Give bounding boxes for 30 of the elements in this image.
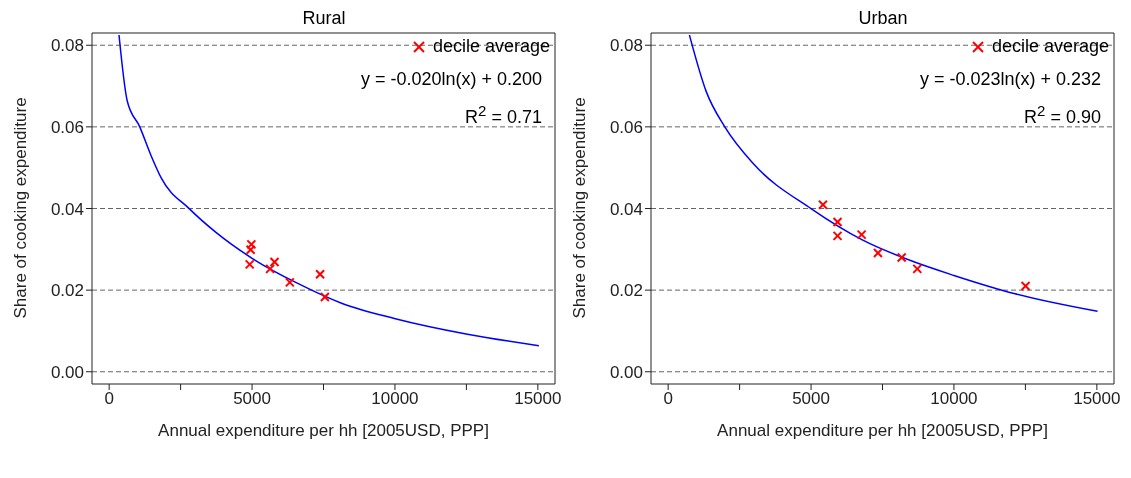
x-tick-label: 10000 — [371, 389, 419, 409]
legend-label: decile average — [991, 36, 1109, 57]
y-tick-label: 0.02 — [609, 281, 643, 301]
y-tick-label: 0.06 — [50, 117, 84, 137]
y-tick-label: 0.08 — [609, 36, 643, 56]
y-tick-label: 0.08 — [50, 36, 84, 56]
y-tick-label: 0.00 — [609, 362, 643, 382]
x-axis-title: Annual expenditure per hh [2005USD, PPP] — [158, 421, 489, 440]
annotation: R$^{2}$ = 0.90 — [1023, 101, 1101, 129]
annotation: y = -0.020ln(x) + 0.200 — [360, 68, 542, 91]
x-tick-label: 0 — [663, 389, 673, 409]
x-tick-label: 15000 — [514, 389, 562, 409]
x-tick-label: 5000 — [233, 389, 271, 409]
y-tick-label: 0.04 — [50, 199, 84, 219]
x-tick-label: 5000 — [792, 389, 830, 409]
y-tick-label: 0.02 — [50, 281, 84, 301]
chart-title: Rural — [301, 8, 347, 29]
y-axis-title: Share of cooking expenditure — [11, 97, 31, 319]
x-axis-title: Annual expenditure per hh [2005USD, PPP] — [717, 421, 1048, 440]
x-tick-label: 15000 — [1073, 389, 1121, 409]
annotation: y = -0.023ln(x) + 0.232 — [919, 68, 1101, 91]
y-axis-title: Share of cooking expenditure — [570, 97, 590, 319]
y-tick-label: 0.06 — [609, 117, 643, 137]
x-tick-label: 0 — [104, 389, 114, 409]
annotation: R$^{2}$ = 0.71 — [464, 101, 542, 129]
y-tick-label: 0.04 — [609, 199, 643, 219]
legend-label: decile average — [432, 36, 550, 57]
x-tick-label: 10000 — [930, 389, 978, 409]
chart-title: Urban — [857, 8, 909, 29]
y-tick-label: 0.00 — [50, 362, 84, 382]
